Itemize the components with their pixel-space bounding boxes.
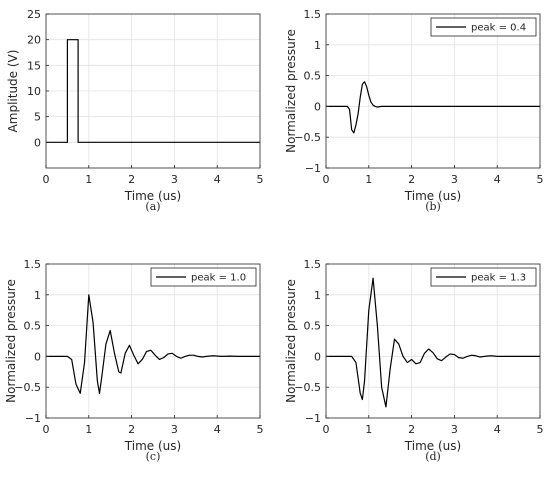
series-line bbox=[326, 81, 540, 134]
x-tick-label: 1 bbox=[85, 173, 92, 186]
y-tick-label: 0 bbox=[34, 350, 41, 363]
x-tick-label: 2 bbox=[408, 173, 415, 186]
legend-label: peak = 1.3 bbox=[471, 273, 526, 284]
series-line bbox=[46, 39, 260, 143]
y-tick-label: 0 bbox=[314, 100, 321, 113]
x-tick-label: 0 bbox=[323, 173, 330, 186]
legend: peak = 1.0 bbox=[150, 267, 257, 287]
x-axis-label: Time (us) bbox=[124, 439, 181, 453]
y-tick-label: 20 bbox=[27, 34, 41, 47]
y-tick-label: 0.5 bbox=[304, 320, 322, 333]
x-tick-label: 1 bbox=[85, 423, 92, 436]
panel-d: 0 1 2 3 4 5 −1 −0.5 0 0.5 1 1.5 Time (us) Normalized … bbox=[284, 258, 544, 463]
x-tick-label: 0 bbox=[43, 423, 50, 436]
x-tick-label: 2 bbox=[128, 423, 135, 436]
y-tick-label: 1.5 bbox=[304, 258, 322, 271]
panel-caption: (a) bbox=[145, 200, 160, 213]
x-tick-label: 3 bbox=[171, 423, 178, 436]
x-tick-label: 3 bbox=[451, 173, 458, 186]
legend-label: peak = 0.4 bbox=[471, 23, 526, 34]
axes-frame bbox=[325, 13, 541, 169]
legend-box bbox=[150, 267, 257, 287]
panel-caption: (c) bbox=[146, 450, 161, 463]
x-tick-label: 2 bbox=[128, 173, 135, 186]
y-tick-label: 15 bbox=[27, 59, 41, 72]
y-tick-label: −1 bbox=[305, 162, 321, 175]
plot-area bbox=[326, 264, 540, 418]
x-tick-label: 3 bbox=[451, 423, 458, 436]
x-tick-label: 4 bbox=[494, 423, 501, 436]
panel-a: 0 1 2 3 4 5 0 5 10 15 20 25 Time (us) Amplitude (V) (a… bbox=[6, 8, 264, 213]
x-tick-label: 3 bbox=[171, 173, 178, 186]
y-axis-label: Normalized pressure bbox=[284, 279, 298, 403]
x-axis-label: Time (us) bbox=[404, 439, 461, 453]
plot-area bbox=[326, 14, 540, 168]
series-line bbox=[326, 277, 540, 408]
x-tick-label: 4 bbox=[214, 423, 221, 436]
y-tick-label: 1 bbox=[314, 39, 321, 52]
legend-label: peak = 1.0 bbox=[191, 273, 246, 284]
x-tick-label: 0 bbox=[323, 423, 330, 436]
y-tick-label: 1.5 bbox=[24, 258, 42, 271]
x-tick-label: 5 bbox=[257, 173, 264, 186]
y-axis-label: Normalized pressure bbox=[4, 279, 18, 403]
legend: peak = 1.3 bbox=[430, 267, 537, 287]
panel-c: 0 1 2 3 4 5 −1 −0.5 0 0.5 1 1.5 Time (us) Normalized … bbox=[4, 258, 264, 463]
y-tick-label: 25 bbox=[27, 8, 41, 21]
panel-b: 0 1 2 3 4 5 −1 −0.5 0 0.5 1 1.5 Time (us) Normalized … bbox=[284, 8, 544, 213]
y-tick-label: −1 bbox=[305, 412, 321, 425]
y-tick-label: 10 bbox=[27, 85, 41, 98]
legend-box bbox=[430, 17, 537, 37]
y-tick-label: −0.5 bbox=[14, 381, 41, 394]
plot-area bbox=[46, 264, 260, 418]
x-tick-label: 5 bbox=[537, 423, 544, 436]
panel-caption: (b) bbox=[425, 200, 441, 213]
axes-frame bbox=[325, 263, 541, 419]
y-tick-label: 0 bbox=[34, 136, 41, 149]
y-tick-label: −0.5 bbox=[294, 381, 321, 394]
y-tick-label: −0.5 bbox=[294, 131, 321, 144]
legend-box bbox=[430, 267, 537, 287]
x-tick-label: 2 bbox=[408, 423, 415, 436]
y-tick-label: −1 bbox=[25, 412, 41, 425]
x-tick-label: 1 bbox=[365, 173, 372, 186]
y-tick-label: 0.5 bbox=[24, 320, 42, 333]
y-axis-label: Normalized pressure bbox=[284, 29, 298, 153]
series-line bbox=[46, 294, 260, 394]
x-tick-label: 5 bbox=[257, 423, 264, 436]
y-tick-label: 1.5 bbox=[304, 8, 322, 21]
x-tick-label: 4 bbox=[494, 173, 501, 186]
x-axis-label: Time (us) bbox=[404, 189, 461, 203]
x-tick-label: 1 bbox=[365, 423, 372, 436]
y-tick-label: 1 bbox=[34, 289, 41, 302]
axes-frame bbox=[45, 263, 261, 419]
y-axis-label: Amplitude (V) bbox=[6, 50, 20, 133]
legend: peak = 0.4 bbox=[430, 17, 537, 37]
y-tick-label: 5 bbox=[34, 111, 41, 124]
x-axis-label: Time (us) bbox=[124, 189, 181, 203]
x-tick-label: 4 bbox=[214, 173, 221, 186]
panel-caption: (d) bbox=[425, 450, 441, 463]
x-tick-label: 5 bbox=[537, 173, 544, 186]
y-tick-label: 0 bbox=[314, 350, 321, 363]
y-tick-label: 0.5 bbox=[304, 70, 322, 83]
x-tick-label: 0 bbox=[43, 173, 50, 186]
y-tick-label: 1 bbox=[314, 289, 321, 302]
